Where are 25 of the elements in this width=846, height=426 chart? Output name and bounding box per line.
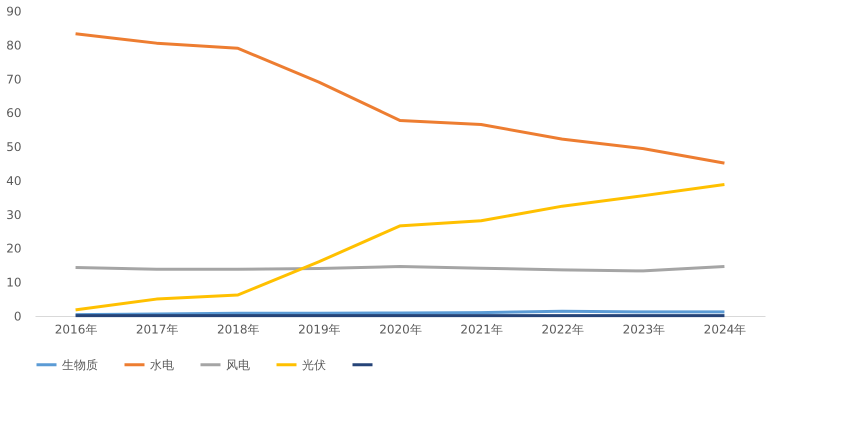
x-tick-label: 2023年	[622, 322, 666, 336]
x-tick-label: 2020年	[379, 322, 422, 336]
y-tick-label: 90	[6, 4, 22, 18]
y-tick-label: 70	[6, 72, 22, 86]
legend-label: 生物质	[62, 358, 98, 372]
y-tick-label: 10	[6, 276, 22, 290]
y-tick-label: 50	[6, 140, 22, 154]
y-tick-label: 80	[6, 38, 22, 52]
legend-label: 水电	[150, 358, 174, 372]
x-tick-label: 2017年	[136, 322, 178, 336]
x-tick-label: 2018年	[217, 322, 260, 336]
y-tick-label: 40	[6, 174, 22, 188]
x-tick-label: 2016年	[54, 322, 98, 336]
legend-label: 风电	[226, 358, 250, 372]
line-series	[74, 32, 726, 165]
y-tick-label: 60	[6, 106, 22, 120]
x-tick-label: 2019年	[298, 322, 341, 336]
x-tick-label: 2022年	[541, 322, 584, 336]
y-tick-label: 30	[6, 208, 22, 222]
line-series	[74, 183, 726, 312]
y-tick-label: 0	[14, 310, 22, 324]
legend-label: 光伏	[302, 358, 326, 372]
y-tick-label: 20	[6, 242, 22, 256]
x-tick-label: 2024年	[704, 322, 746, 336]
x-tick-label: 2021年	[460, 322, 503, 336]
